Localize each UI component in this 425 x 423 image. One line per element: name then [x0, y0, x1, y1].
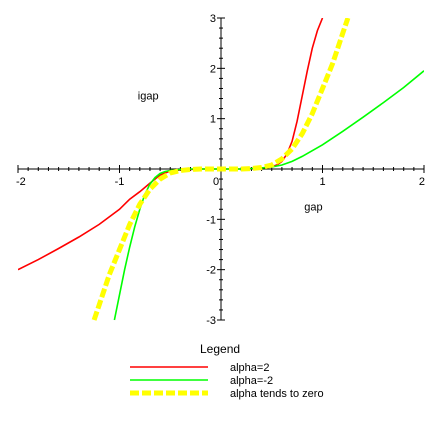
- series-line: [113, 70, 424, 321]
- y-tick-label: 1: [210, 114, 216, 126]
- legend-label: alpha=-2: [230, 375, 273, 387]
- y-tick-label: -2: [206, 265, 216, 277]
- x-tick-label: -1: [115, 176, 125, 188]
- x-tick-label: 1: [319, 176, 325, 188]
- legend-label: alpha tends to zero: [230, 388, 324, 400]
- series-line: [18, 18, 324, 271]
- x-tick-label: -2: [16, 176, 26, 188]
- x-tick-label: 2: [419, 176, 425, 188]
- y-tick-label: 2: [210, 63, 216, 75]
- y-tick-label: 3: [210, 13, 216, 25]
- x-tick-label: 0: [213, 176, 219, 188]
- x-axis-label: gap: [304, 201, 322, 213]
- y-axis-label: igap: [138, 91, 159, 103]
- y-tick-label: -1: [206, 214, 216, 226]
- series-layer: [18, 18, 424, 321]
- legend-title: Legend: [200, 342, 240, 356]
- y-tick-label: -3: [206, 315, 216, 327]
- legend-label: alpha=2: [230, 362, 269, 374]
- series-line: [91, 18, 351, 321]
